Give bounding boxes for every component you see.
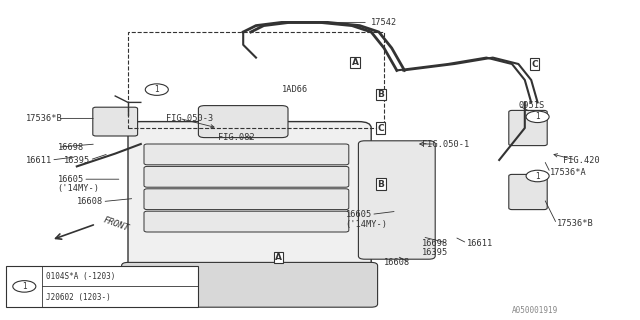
Text: 16395: 16395 bbox=[64, 156, 90, 164]
Text: J20602 (1203-): J20602 (1203-) bbox=[46, 293, 111, 302]
Text: 17542: 17542 bbox=[371, 18, 397, 27]
Circle shape bbox=[13, 281, 36, 292]
Text: 16608: 16608 bbox=[77, 197, 103, 206]
Text: C: C bbox=[378, 124, 384, 132]
FancyBboxPatch shape bbox=[128, 122, 371, 278]
Text: 0104S*A (-1203): 0104S*A (-1203) bbox=[46, 272, 115, 281]
FancyBboxPatch shape bbox=[509, 110, 547, 146]
Bar bbox=[128, 32, 384, 128]
Text: 1: 1 bbox=[535, 112, 540, 121]
Text: B: B bbox=[378, 90, 384, 99]
FancyBboxPatch shape bbox=[144, 189, 349, 210]
Text: A: A bbox=[352, 58, 358, 67]
Text: B: B bbox=[378, 180, 384, 188]
Text: 1AD66: 1AD66 bbox=[282, 85, 308, 94]
FancyBboxPatch shape bbox=[144, 166, 349, 187]
FancyBboxPatch shape bbox=[93, 107, 138, 136]
Text: C: C bbox=[531, 60, 538, 68]
Text: 17536*B: 17536*B bbox=[26, 114, 62, 123]
Text: A050001919: A050001919 bbox=[512, 306, 558, 315]
Text: 16605: 16605 bbox=[58, 175, 84, 184]
Text: 17536*B: 17536*B bbox=[557, 220, 593, 228]
Text: A: A bbox=[275, 253, 282, 262]
Text: 1: 1 bbox=[22, 282, 27, 291]
Text: FIG.050-1: FIG.050-1 bbox=[422, 140, 470, 148]
FancyBboxPatch shape bbox=[144, 144, 349, 165]
Text: FIG.050-3: FIG.050-3 bbox=[166, 114, 214, 123]
FancyBboxPatch shape bbox=[358, 141, 435, 259]
Circle shape bbox=[526, 111, 549, 123]
Text: 1: 1 bbox=[535, 172, 540, 180]
Text: 16698: 16698 bbox=[422, 239, 449, 248]
Text: 16395: 16395 bbox=[422, 248, 449, 257]
Text: FIG.420: FIG.420 bbox=[563, 156, 600, 164]
Text: 0951S: 0951S bbox=[518, 101, 545, 110]
Circle shape bbox=[145, 84, 168, 95]
Text: 16605: 16605 bbox=[346, 210, 372, 219]
Circle shape bbox=[526, 170, 549, 182]
Text: ('14MY-): ('14MY-) bbox=[346, 220, 388, 228]
Text: 17536*A: 17536*A bbox=[550, 168, 587, 177]
FancyBboxPatch shape bbox=[144, 211, 349, 232]
Text: FIG.082: FIG.082 bbox=[218, 133, 254, 142]
Text: FRONT: FRONT bbox=[102, 215, 131, 233]
Text: 16611: 16611 bbox=[26, 156, 52, 164]
FancyBboxPatch shape bbox=[198, 106, 288, 138]
FancyBboxPatch shape bbox=[122, 262, 378, 307]
Text: 16611: 16611 bbox=[467, 239, 493, 248]
Text: 16608: 16608 bbox=[384, 258, 410, 267]
Text: ('14MY-): ('14MY-) bbox=[58, 184, 100, 193]
Text: 16698: 16698 bbox=[58, 143, 84, 152]
FancyBboxPatch shape bbox=[509, 174, 547, 210]
Text: 1: 1 bbox=[154, 85, 159, 94]
Bar bbox=[6, 266, 198, 307]
